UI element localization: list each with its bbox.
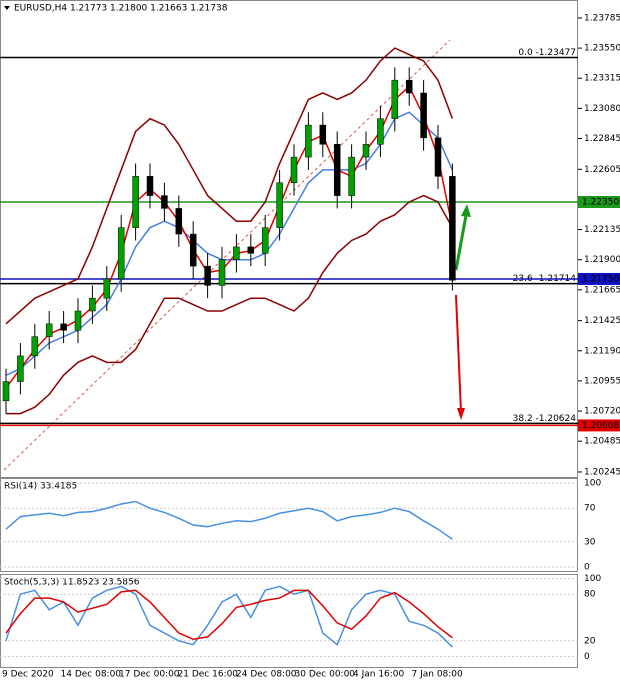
y-tick-label: 1.23550 — [584, 44, 620, 54]
y-tick-label: 80 — [584, 590, 596, 600]
candle-body — [204, 265, 211, 286]
fibo-label: 0.0 -1.23477 — [518, 48, 576, 58]
up-arrow-head — [461, 204, 471, 217]
rsi-title: RSI(14) 33.4185 — [4, 482, 77, 492]
y-tick-label: 1.20245 — [584, 467, 620, 477]
fibo-trendline — [3, 39, 451, 471]
y-tick-label: 1.22605 — [584, 165, 620, 175]
indicator-line — [6, 194, 454, 415]
x-tick-label: 30 Dec 00:00 — [295, 670, 356, 680]
y-tick-label: 1.21665 — [584, 285, 620, 295]
main-panel — [0, 0, 578, 478]
candle-body — [449, 176, 456, 281]
candle-body — [261, 227, 269, 254]
y-tick-label: 1.23315 — [584, 74, 620, 84]
indicator-line — [5, 500, 453, 540]
candle-body — [161, 195, 168, 209]
y-tick-label: 100 — [584, 574, 601, 584]
y-tick-label: 1.23080 — [584, 104, 620, 114]
x-tick-label: 7 Jan 08:00 — [412, 670, 464, 680]
candle-body — [189, 233, 197, 267]
y-tick-label: 70 — [584, 504, 596, 514]
candle-body — [377, 118, 384, 145]
candle-body — [146, 176, 154, 196]
y-tick-label: 0 — [584, 562, 590, 572]
down-arrow-head — [457, 408, 465, 420]
y-tick-label: 1.21190 — [584, 346, 620, 356]
y-tick-label: 1.21425 — [584, 316, 620, 326]
y-tick-label: 0 — [584, 652, 590, 662]
stoch-panel — [0, 574, 578, 668]
level-box — [578, 195, 620, 208]
x-tick-label: 21 Dec 16:00 — [178, 670, 239, 680]
candle-body — [319, 124, 327, 145]
candle-body — [290, 156, 298, 184]
y-tick-label: 1.22135 — [584, 225, 620, 235]
candle-body — [175, 208, 183, 235]
candle-body — [2, 381, 10, 402]
candle-body — [405, 79, 413, 94]
candle-body — [60, 323, 67, 331]
candle-body — [218, 259, 226, 286]
candle-body — [420, 92, 427, 139]
y-tick-label: 30 — [584, 537, 596, 547]
fibo-label: 38.2 -1.20624 — [513, 414, 577, 424]
indicator-line — [5, 47, 454, 325]
y-tick-label: 1.20485 — [584, 437, 620, 447]
x-tick-label: 14 Dec 08:00 — [61, 670, 122, 680]
level-box — [578, 272, 620, 285]
y-tick-label: 1.21900 — [584, 255, 620, 265]
candle-body — [362, 144, 370, 158]
y-tick-label: 1.20955 — [584, 376, 620, 386]
candle-body — [74, 310, 82, 331]
candle-body — [333, 144, 341, 196]
x-tick-label: 9 Dec 2020 — [2, 670, 54, 680]
up-arrow — [454, 209, 469, 271]
candle-body — [132, 176, 139, 228]
rsi-panel — [0, 478, 578, 572]
candle-body — [17, 355, 24, 382]
indicator-line — [5, 585, 453, 648]
y-tick-label: 20 — [584, 636, 596, 646]
main-title: EURUSD,H4 1.21773 1.21800 1.21663 1.2173… — [14, 4, 228, 14]
candle-body — [31, 336, 39, 357]
y-tick-label: 1.20720 — [584, 407, 620, 417]
candle-body — [89, 297, 96, 312]
indicator-line — [5, 589, 453, 641]
y-tick-label: 1.22845 — [584, 134, 620, 144]
level-label: 1.20608 — [582, 421, 619, 431]
level-label: 1.21750 — [582, 274, 619, 284]
candle-body — [276, 182, 283, 228]
menu-icon — [4, 6, 10, 10]
down-arrow — [455, 294, 462, 413]
x-tick-label: 24 Dec 08:00 — [236, 670, 297, 680]
candle-body — [348, 156, 355, 196]
candle-body — [233, 246, 240, 260]
candle-body — [391, 79, 399, 119]
stoch-title: Stoch(5,3,3) 11.8523 23.5856 — [4, 578, 140, 588]
candle-body — [103, 278, 111, 299]
candle-body — [247, 246, 255, 254]
x-tick-label: 17 Dec 00:00 — [119, 670, 180, 680]
candle-body — [305, 124, 312, 158]
y-tick-label: 100 — [584, 479, 601, 489]
candle-body — [434, 137, 442, 177]
candle-body — [45, 323, 53, 337]
x-tick-label: 4 Jan 16:00 — [353, 670, 405, 680]
y-tick-label: 1.23785 — [584, 13, 620, 23]
candle-body — [117, 227, 125, 280]
level-label: 1.22350 — [582, 197, 619, 207]
level-box — [578, 419, 620, 432]
